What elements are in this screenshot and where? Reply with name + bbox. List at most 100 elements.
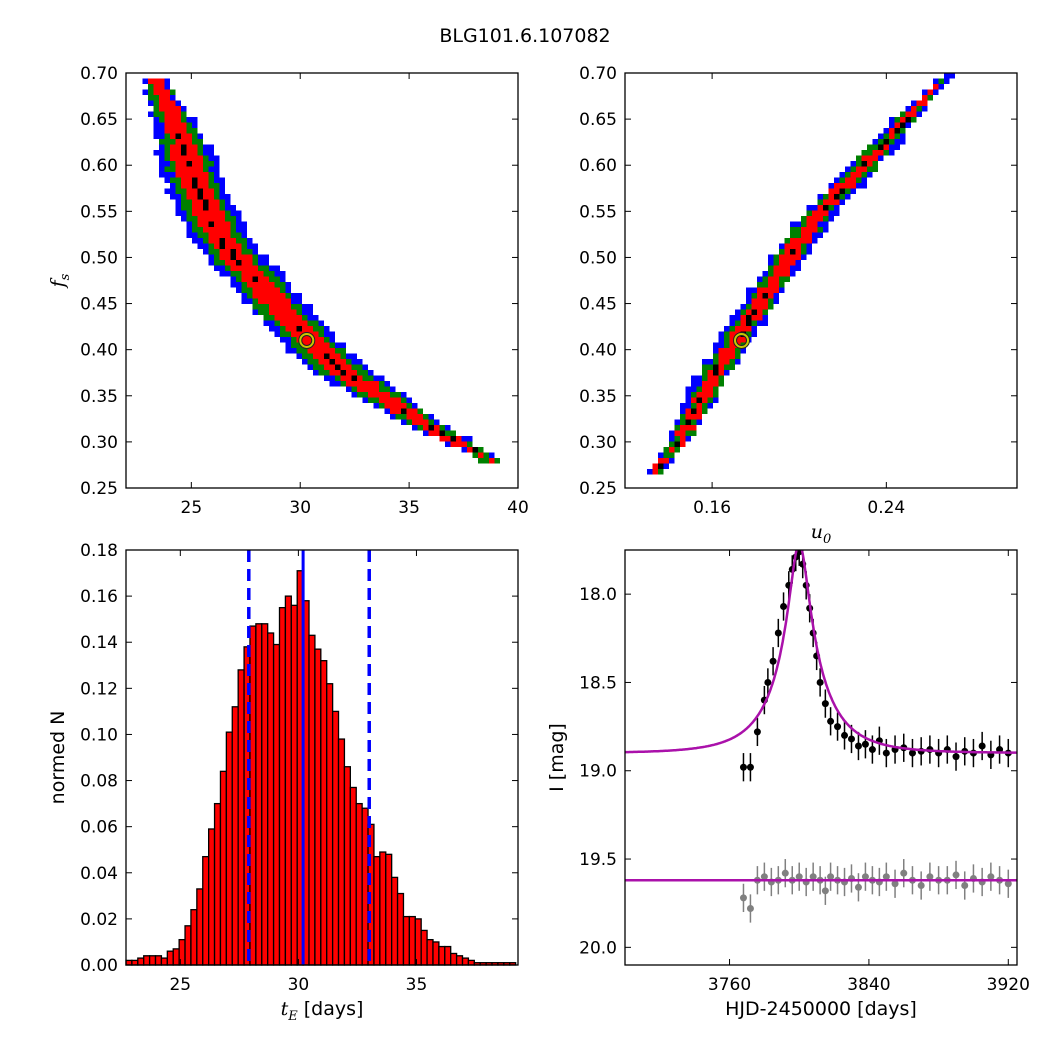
residual-point — [821, 887, 829, 895]
credible-region-1-cell — [757, 304, 763, 310]
credible-region-1-cell — [313, 353, 319, 359]
credible-region-2-cell — [801, 249, 807, 255]
credible-region-1-cell — [691, 414, 697, 420]
credible-region-1-cell — [834, 183, 840, 189]
x-axis-label: tE [days] — [281, 998, 364, 1024]
credible-region-outer-cell — [658, 452, 664, 458]
credible-region-2-cell — [175, 188, 181, 194]
credible-region-2-cell — [894, 117, 900, 123]
credible-region-1-cell — [214, 232, 220, 238]
credible-region-2-cell — [236, 238, 242, 244]
credible-region-outer-cell — [762, 320, 768, 326]
credible-region-1-cell — [263, 282, 269, 288]
credible-region-2-cell — [230, 232, 236, 238]
credible-region-2-cell — [357, 392, 363, 398]
credible-region-2-cell — [280, 331, 286, 337]
credible-region-outer-cell — [861, 177, 867, 183]
credible-region-outer-cell — [153, 150, 159, 156]
y-tick-label: 0.25 — [579, 479, 617, 499]
credible-region-outer-cell — [346, 353, 352, 359]
credible-region-1-cell — [905, 111, 911, 117]
credible-region-2-cell — [790, 227, 796, 233]
credible-region-outer-cell — [285, 348, 291, 354]
credible-region-outer-cell — [812, 238, 818, 244]
credible-region-1-cell — [214, 210, 220, 216]
credible-region-2-cell — [351, 386, 357, 392]
credible-region-1-cell — [861, 166, 867, 172]
credible-region-2-cell — [883, 133, 889, 139]
credible-region-1-cell — [203, 210, 209, 216]
credible-region-1-cell — [801, 238, 807, 244]
credible-region-1-cell — [208, 194, 214, 200]
credible-region-outer-cell — [401, 419, 407, 425]
credible-region-outer-cell — [313, 370, 319, 376]
credible-region-outer-cell — [718, 331, 724, 337]
credible-region-1-cell — [159, 78, 165, 84]
credible-region-1-cell — [834, 199, 840, 205]
credible-region-outer-cell — [219, 177, 225, 183]
u0-fs-heatmap — [647, 73, 955, 475]
credible-region-1-cell — [417, 419, 423, 425]
credible-region-2-cell — [186, 199, 192, 205]
credible-region-1-cell — [718, 359, 724, 365]
credible-region-outer-cell — [214, 155, 220, 161]
y-tick-label: 0.30 — [80, 433, 118, 453]
credible-region-1-cell — [230, 260, 236, 266]
credible-region-1-cell — [164, 89, 170, 95]
credible-region-core-cell — [746, 315, 752, 321]
credible-region-2-cell — [801, 243, 807, 249]
credible-region-1-cell — [757, 309, 763, 315]
credible-region-2-cell — [850, 166, 856, 172]
credible-region-1-cell — [790, 260, 796, 266]
credible-region-outer-cell — [773, 293, 779, 299]
credible-region-1-cell — [175, 172, 181, 178]
y-tick-label: 0.60 — [579, 156, 617, 176]
credible-region-1-cell — [768, 276, 774, 282]
credible-region-2-cell — [164, 150, 170, 156]
credible-region-outer-cell — [296, 298, 302, 304]
residual-point — [882, 873, 890, 881]
credible-region-1-cell — [302, 326, 308, 332]
credible-region-2-cell — [867, 144, 873, 150]
credible-region-1-cell — [241, 271, 247, 277]
credible-region-1-cell — [850, 177, 856, 183]
credible-region-2-cell — [153, 95, 159, 101]
credible-region-2-cell — [390, 392, 396, 398]
credible-region-1-cell — [828, 199, 834, 205]
credible-region-outer-cell — [214, 177, 220, 183]
credible-region-core-cell — [181, 150, 187, 156]
credible-region-1-cell — [230, 238, 236, 244]
y-tick-label: 0.40 — [579, 341, 617, 361]
credible-region-outer-cell — [247, 238, 253, 244]
credible-region-1-cell — [175, 111, 181, 117]
credible-region-2-cell — [296, 304, 302, 310]
credible-region-core-cell — [691, 408, 697, 414]
credible-region-outer-cell — [252, 309, 258, 315]
credible-region-2-cell — [225, 216, 231, 222]
x-axis-label: HJD-2450000 [days] — [725, 998, 917, 1020]
credible-region-2-cell — [230, 216, 236, 222]
histogram-bar — [414, 918, 422, 966]
credible-region-1-cell — [181, 183, 187, 189]
credible-region-1-cell — [872, 155, 878, 161]
credible-region-2-cell — [916, 106, 922, 112]
credible-region-2-cell — [192, 216, 198, 222]
best-fit-marker-ring — [299, 332, 315, 348]
credible-region-2-cell — [203, 161, 209, 167]
credible-region-outer-cell — [225, 205, 231, 211]
credible-region-2-cell — [735, 348, 741, 354]
credible-region-outer-cell — [707, 403, 713, 409]
residual-point — [1004, 880, 1012, 888]
credible-region-1-cell — [170, 133, 176, 139]
credible-region-1-cell — [159, 106, 165, 112]
credible-region-1-cell — [779, 265, 785, 271]
credible-region-1-cell — [724, 359, 730, 365]
credible-region-outer-cell — [647, 469, 653, 475]
credible-region-1-cell — [252, 265, 258, 271]
histogram-bar — [148, 955, 157, 966]
credible-region-2-cell — [186, 210, 192, 216]
credible-region-1-cell — [285, 309, 291, 315]
credible-region-outer-cell — [335, 381, 341, 387]
credible-region-1-cell — [175, 128, 181, 134]
